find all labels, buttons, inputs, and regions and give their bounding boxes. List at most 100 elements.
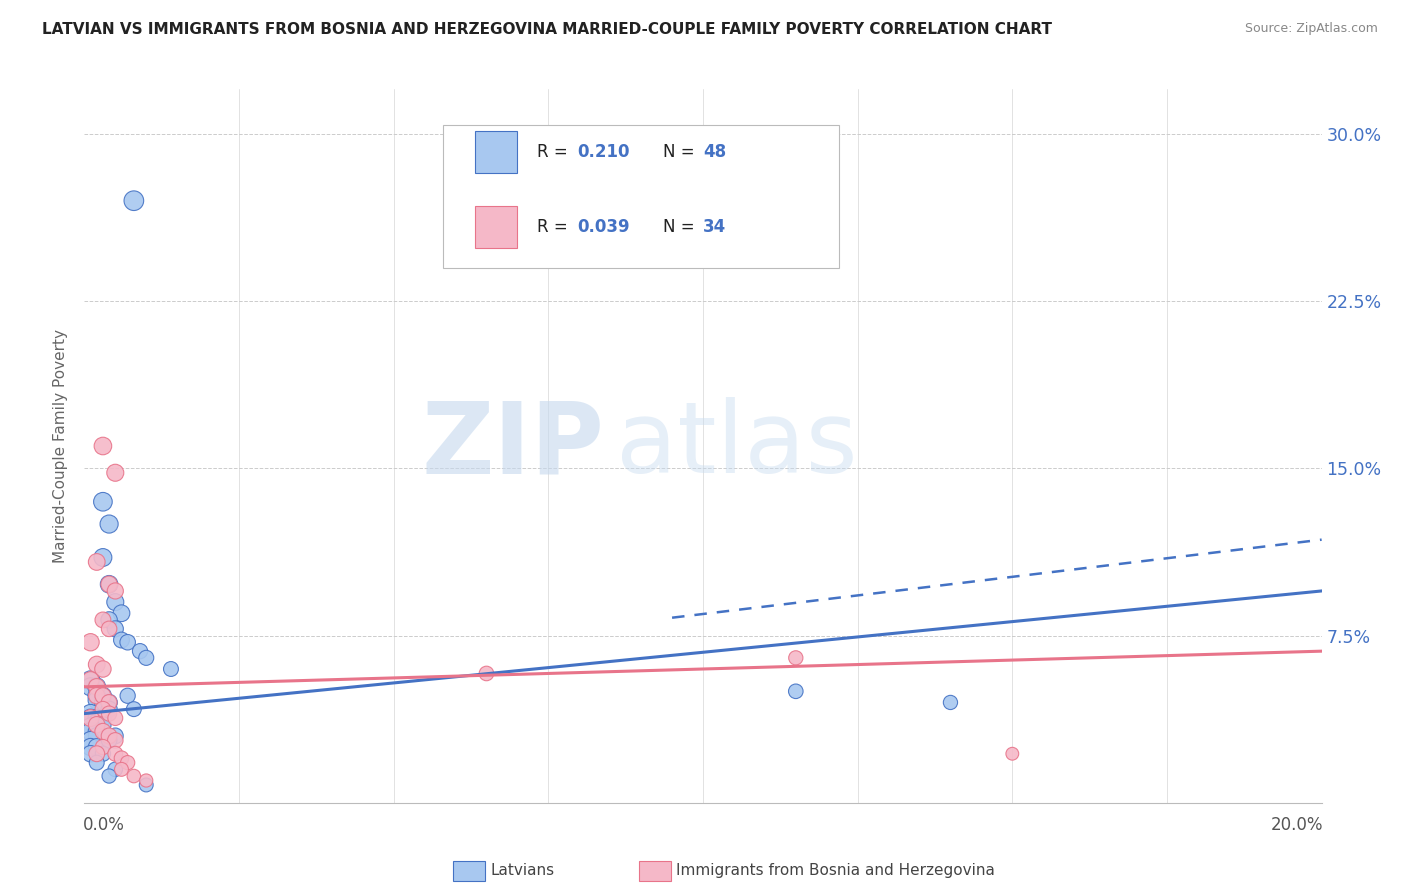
Point <box>98 733 121 747</box>
Point <box>104 762 127 776</box>
Text: Source: ZipAtlas.com: Source: ZipAtlas.com <box>1244 22 1378 36</box>
Point <box>79 711 101 725</box>
Point <box>91 689 114 703</box>
Point <box>91 439 114 453</box>
Point <box>91 711 114 725</box>
Point <box>86 715 108 730</box>
Text: 48: 48 <box>703 143 725 161</box>
Point <box>79 740 101 755</box>
Point <box>1001 747 1024 761</box>
Point <box>98 577 121 591</box>
Point <box>785 684 807 698</box>
Point <box>86 724 108 739</box>
Point <box>86 555 108 569</box>
Point <box>98 769 121 783</box>
Y-axis label: Married-Couple Family Poverty: Married-Couple Family Poverty <box>53 329 69 563</box>
Point <box>91 724 114 739</box>
Point <box>117 635 139 649</box>
Point <box>91 550 114 565</box>
Point <box>91 740 114 755</box>
Point <box>86 693 108 707</box>
Point <box>475 666 498 681</box>
Text: 20.0%: 20.0% <box>1271 815 1323 834</box>
Point <box>135 651 157 665</box>
Text: 0.039: 0.039 <box>576 218 630 235</box>
Point <box>104 747 127 761</box>
Point <box>98 696 121 710</box>
FancyBboxPatch shape <box>475 130 517 173</box>
Point <box>117 689 139 703</box>
Point <box>91 494 114 508</box>
Point <box>110 751 132 765</box>
Point <box>122 769 145 783</box>
Point <box>79 724 101 739</box>
Text: 34: 34 <box>703 218 727 235</box>
Point <box>104 622 127 636</box>
Point <box>122 194 145 208</box>
Point <box>86 729 108 743</box>
FancyBboxPatch shape <box>443 125 839 268</box>
Point <box>104 711 127 725</box>
Point <box>86 747 108 761</box>
Point <box>110 633 132 648</box>
Point <box>98 706 121 721</box>
Point <box>98 729 121 743</box>
Text: 0.0%: 0.0% <box>83 815 125 834</box>
Point <box>110 607 132 621</box>
Point <box>135 773 157 788</box>
FancyBboxPatch shape <box>453 861 485 880</box>
Point <box>91 696 114 710</box>
Point <box>79 706 101 721</box>
Point <box>86 740 108 755</box>
Text: R =: R = <box>537 218 574 235</box>
Point <box>86 680 108 694</box>
Point <box>104 466 127 480</box>
Point <box>79 747 101 761</box>
Point <box>104 729 127 743</box>
Point <box>79 673 101 687</box>
Text: LATVIAN VS IMMIGRANTS FROM BOSNIA AND HERZEGOVINA MARRIED-COUPLE FAMILY POVERTY : LATVIAN VS IMMIGRANTS FROM BOSNIA AND HE… <box>42 22 1052 37</box>
Point <box>79 711 101 725</box>
Text: Latvians: Latvians <box>491 863 554 878</box>
Point <box>86 717 108 731</box>
Point <box>79 733 101 747</box>
Text: N =: N = <box>664 218 700 235</box>
FancyBboxPatch shape <box>638 861 671 880</box>
Point <box>79 635 101 649</box>
Point <box>110 762 132 776</box>
Point <box>91 662 114 676</box>
Point <box>122 702 145 716</box>
Point <box>98 577 121 591</box>
Point <box>98 696 121 710</box>
Point <box>98 702 121 716</box>
Point <box>86 689 108 703</box>
Point <box>86 689 108 703</box>
Point <box>135 778 157 792</box>
Point <box>91 717 114 731</box>
Point <box>86 711 108 725</box>
Point <box>104 595 127 609</box>
Point <box>160 662 183 676</box>
Point <box>104 583 127 598</box>
Text: atlas: atlas <box>616 398 858 494</box>
Text: N =: N = <box>664 143 700 161</box>
Text: R =: R = <box>537 143 574 161</box>
Point <box>117 756 139 770</box>
Point <box>79 673 101 687</box>
Point <box>91 702 114 716</box>
Text: 0.210: 0.210 <box>576 143 630 161</box>
Point <box>86 680 108 694</box>
Point <box>104 733 127 747</box>
Point <box>79 720 101 734</box>
Point <box>86 756 108 770</box>
Text: Immigrants from Bosnia and Herzegovina: Immigrants from Bosnia and Herzegovina <box>676 863 994 878</box>
Point <box>98 613 121 627</box>
Point <box>86 657 108 672</box>
Text: ZIP: ZIP <box>422 398 605 494</box>
Point <box>91 613 114 627</box>
FancyBboxPatch shape <box>475 205 517 248</box>
Point <box>91 689 114 703</box>
Point <box>79 680 101 694</box>
Point <box>91 747 114 761</box>
Point <box>98 517 121 532</box>
